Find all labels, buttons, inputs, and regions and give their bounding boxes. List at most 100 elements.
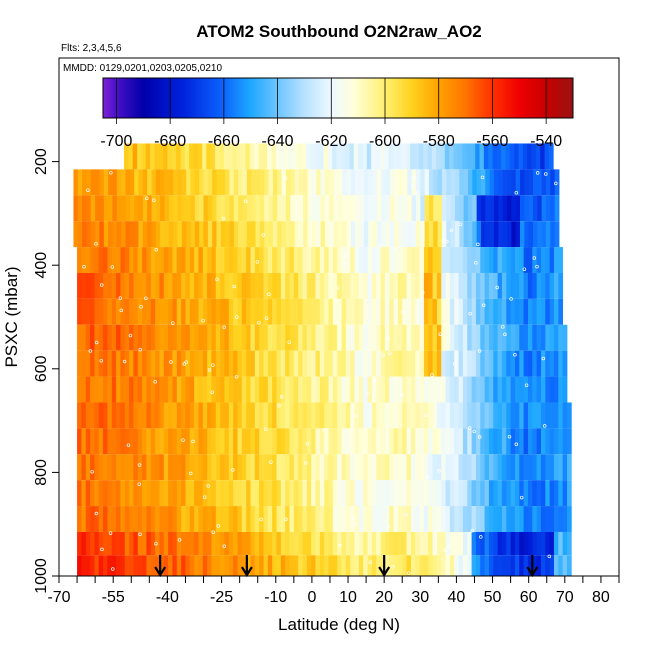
sample-point bbox=[181, 438, 185, 442]
heatmap-cell bbox=[355, 195, 360, 222]
heatmap-cell bbox=[520, 221, 525, 248]
heatmap-cell bbox=[501, 247, 507, 273]
heatmap-cell bbox=[445, 428, 451, 455]
heatmap-cell bbox=[90, 298, 95, 325]
heatmap-cell bbox=[566, 531, 572, 556]
heatmap-cell bbox=[467, 555, 472, 576]
heatmap-cell bbox=[146, 506, 152, 532]
heatmap-cell bbox=[493, 531, 499, 556]
sample-point bbox=[343, 253, 348, 257]
heatmap-cell bbox=[332, 143, 337, 170]
heatmap-cell bbox=[263, 454, 269, 481]
x-tick-label: 60 bbox=[520, 589, 538, 606]
heatmap-cell bbox=[185, 506, 191, 532]
heatmap-cell bbox=[181, 195, 187, 222]
heatmap-cell bbox=[384, 350, 390, 377]
heatmap-cell bbox=[358, 298, 364, 325]
heatmap-cell bbox=[280, 454, 286, 481]
heatmap-cell bbox=[380, 402, 386, 429]
heatmap-cell bbox=[98, 454, 104, 481]
heatmap-cell bbox=[324, 272, 329, 299]
heatmap-cell bbox=[528, 221, 534, 248]
heatmap-cell bbox=[449, 531, 455, 556]
heatmap-cell bbox=[523, 454, 529, 481]
heatmap-cell bbox=[98, 324, 104, 351]
heatmap-cell bbox=[233, 402, 238, 429]
heatmap-cell bbox=[98, 402, 104, 429]
heatmap-cell bbox=[432, 531, 438, 556]
heatmap-cell bbox=[276, 247, 282, 273]
heatmap-cell bbox=[207, 480, 212, 507]
heatmap-cell bbox=[392, 143, 398, 170]
heatmap-cell bbox=[402, 221, 408, 248]
heatmap-cell bbox=[90, 480, 95, 507]
heatmap-cell bbox=[176, 376, 182, 403]
heatmap-cell bbox=[415, 247, 420, 273]
heatmap-cell bbox=[163, 247, 169, 273]
heatmap-cell bbox=[81, 350, 87, 377]
heatmap-cell bbox=[519, 555, 525, 576]
heatmap-cell bbox=[376, 169, 382, 196]
heatmap-cell bbox=[107, 428, 113, 455]
sample-point bbox=[378, 243, 382, 248]
heatmap-cell bbox=[380, 350, 386, 377]
sample-point bbox=[419, 295, 424, 299]
heatmap-cell bbox=[497, 480, 503, 507]
heatmap-cell bbox=[81, 480, 87, 507]
heatmap-cell bbox=[546, 195, 551, 222]
heatmap-cell bbox=[202, 480, 208, 507]
heatmap-cell bbox=[134, 169, 139, 196]
heatmap-cell bbox=[90, 376, 95, 403]
heatmap-cell bbox=[497, 350, 503, 377]
heatmap-cell bbox=[397, 324, 403, 351]
heatmap-cell bbox=[415, 454, 420, 481]
heatmap-cell bbox=[198, 350, 204, 377]
heatmap-cell bbox=[514, 247, 520, 273]
heatmap-cell bbox=[419, 531, 425, 556]
heatmap-cell bbox=[407, 221, 413, 248]
heatmap-cell bbox=[527, 143, 532, 170]
heatmap-cell bbox=[77, 454, 82, 481]
heatmap-cell bbox=[103, 247, 108, 273]
heatmap-cell bbox=[488, 555, 494, 576]
heatmap-cell bbox=[402, 531, 407, 556]
heatmap-cell bbox=[340, 143, 346, 170]
heatmap-cell bbox=[254, 531, 260, 556]
heatmap-cell bbox=[371, 247, 377, 273]
heatmap-cell bbox=[207, 324, 212, 351]
heatmap-cell bbox=[228, 324, 234, 351]
heatmap-cell bbox=[190, 221, 196, 248]
heatmap-cell bbox=[511, 195, 517, 222]
x-tick-label: -10 bbox=[264, 589, 287, 606]
heatmap-cell bbox=[285, 428, 290, 455]
heatmap-cell bbox=[237, 555, 243, 576]
heatmap-cell bbox=[402, 555, 407, 576]
heatmap-cell bbox=[509, 143, 515, 170]
heatmap-cell bbox=[129, 555, 134, 576]
heatmap-cell bbox=[401, 143, 407, 170]
heatmap-cell bbox=[371, 376, 377, 403]
heatmap-cell bbox=[194, 169, 200, 196]
heatmap-cell bbox=[315, 324, 321, 351]
heatmap-cell bbox=[514, 350, 520, 377]
heatmap-cell bbox=[506, 555, 512, 576]
heatmap-cell bbox=[293, 480, 299, 507]
heatmap-cell bbox=[462, 480, 468, 507]
heatmap-cell bbox=[302, 555, 308, 576]
sample-point bbox=[122, 359, 127, 364]
heatmap-cell bbox=[290, 221, 295, 248]
heatmap-cell bbox=[545, 298, 551, 325]
flight-arrow bbox=[240, 555, 253, 578]
heatmap-cell bbox=[558, 480, 564, 507]
heatmap-cell bbox=[155, 555, 160, 576]
heatmap-cell bbox=[553, 428, 559, 455]
heatmap-cell bbox=[393, 531, 399, 556]
heatmap-cell bbox=[207, 531, 212, 556]
heatmap-cell bbox=[216, 221, 222, 248]
heatmap-cell bbox=[519, 402, 525, 429]
heatmap-cell bbox=[315, 555, 321, 576]
heatmap-cell bbox=[315, 428, 321, 455]
heatmap-cell bbox=[302, 402, 308, 429]
heatmap-cell bbox=[441, 324, 446, 351]
